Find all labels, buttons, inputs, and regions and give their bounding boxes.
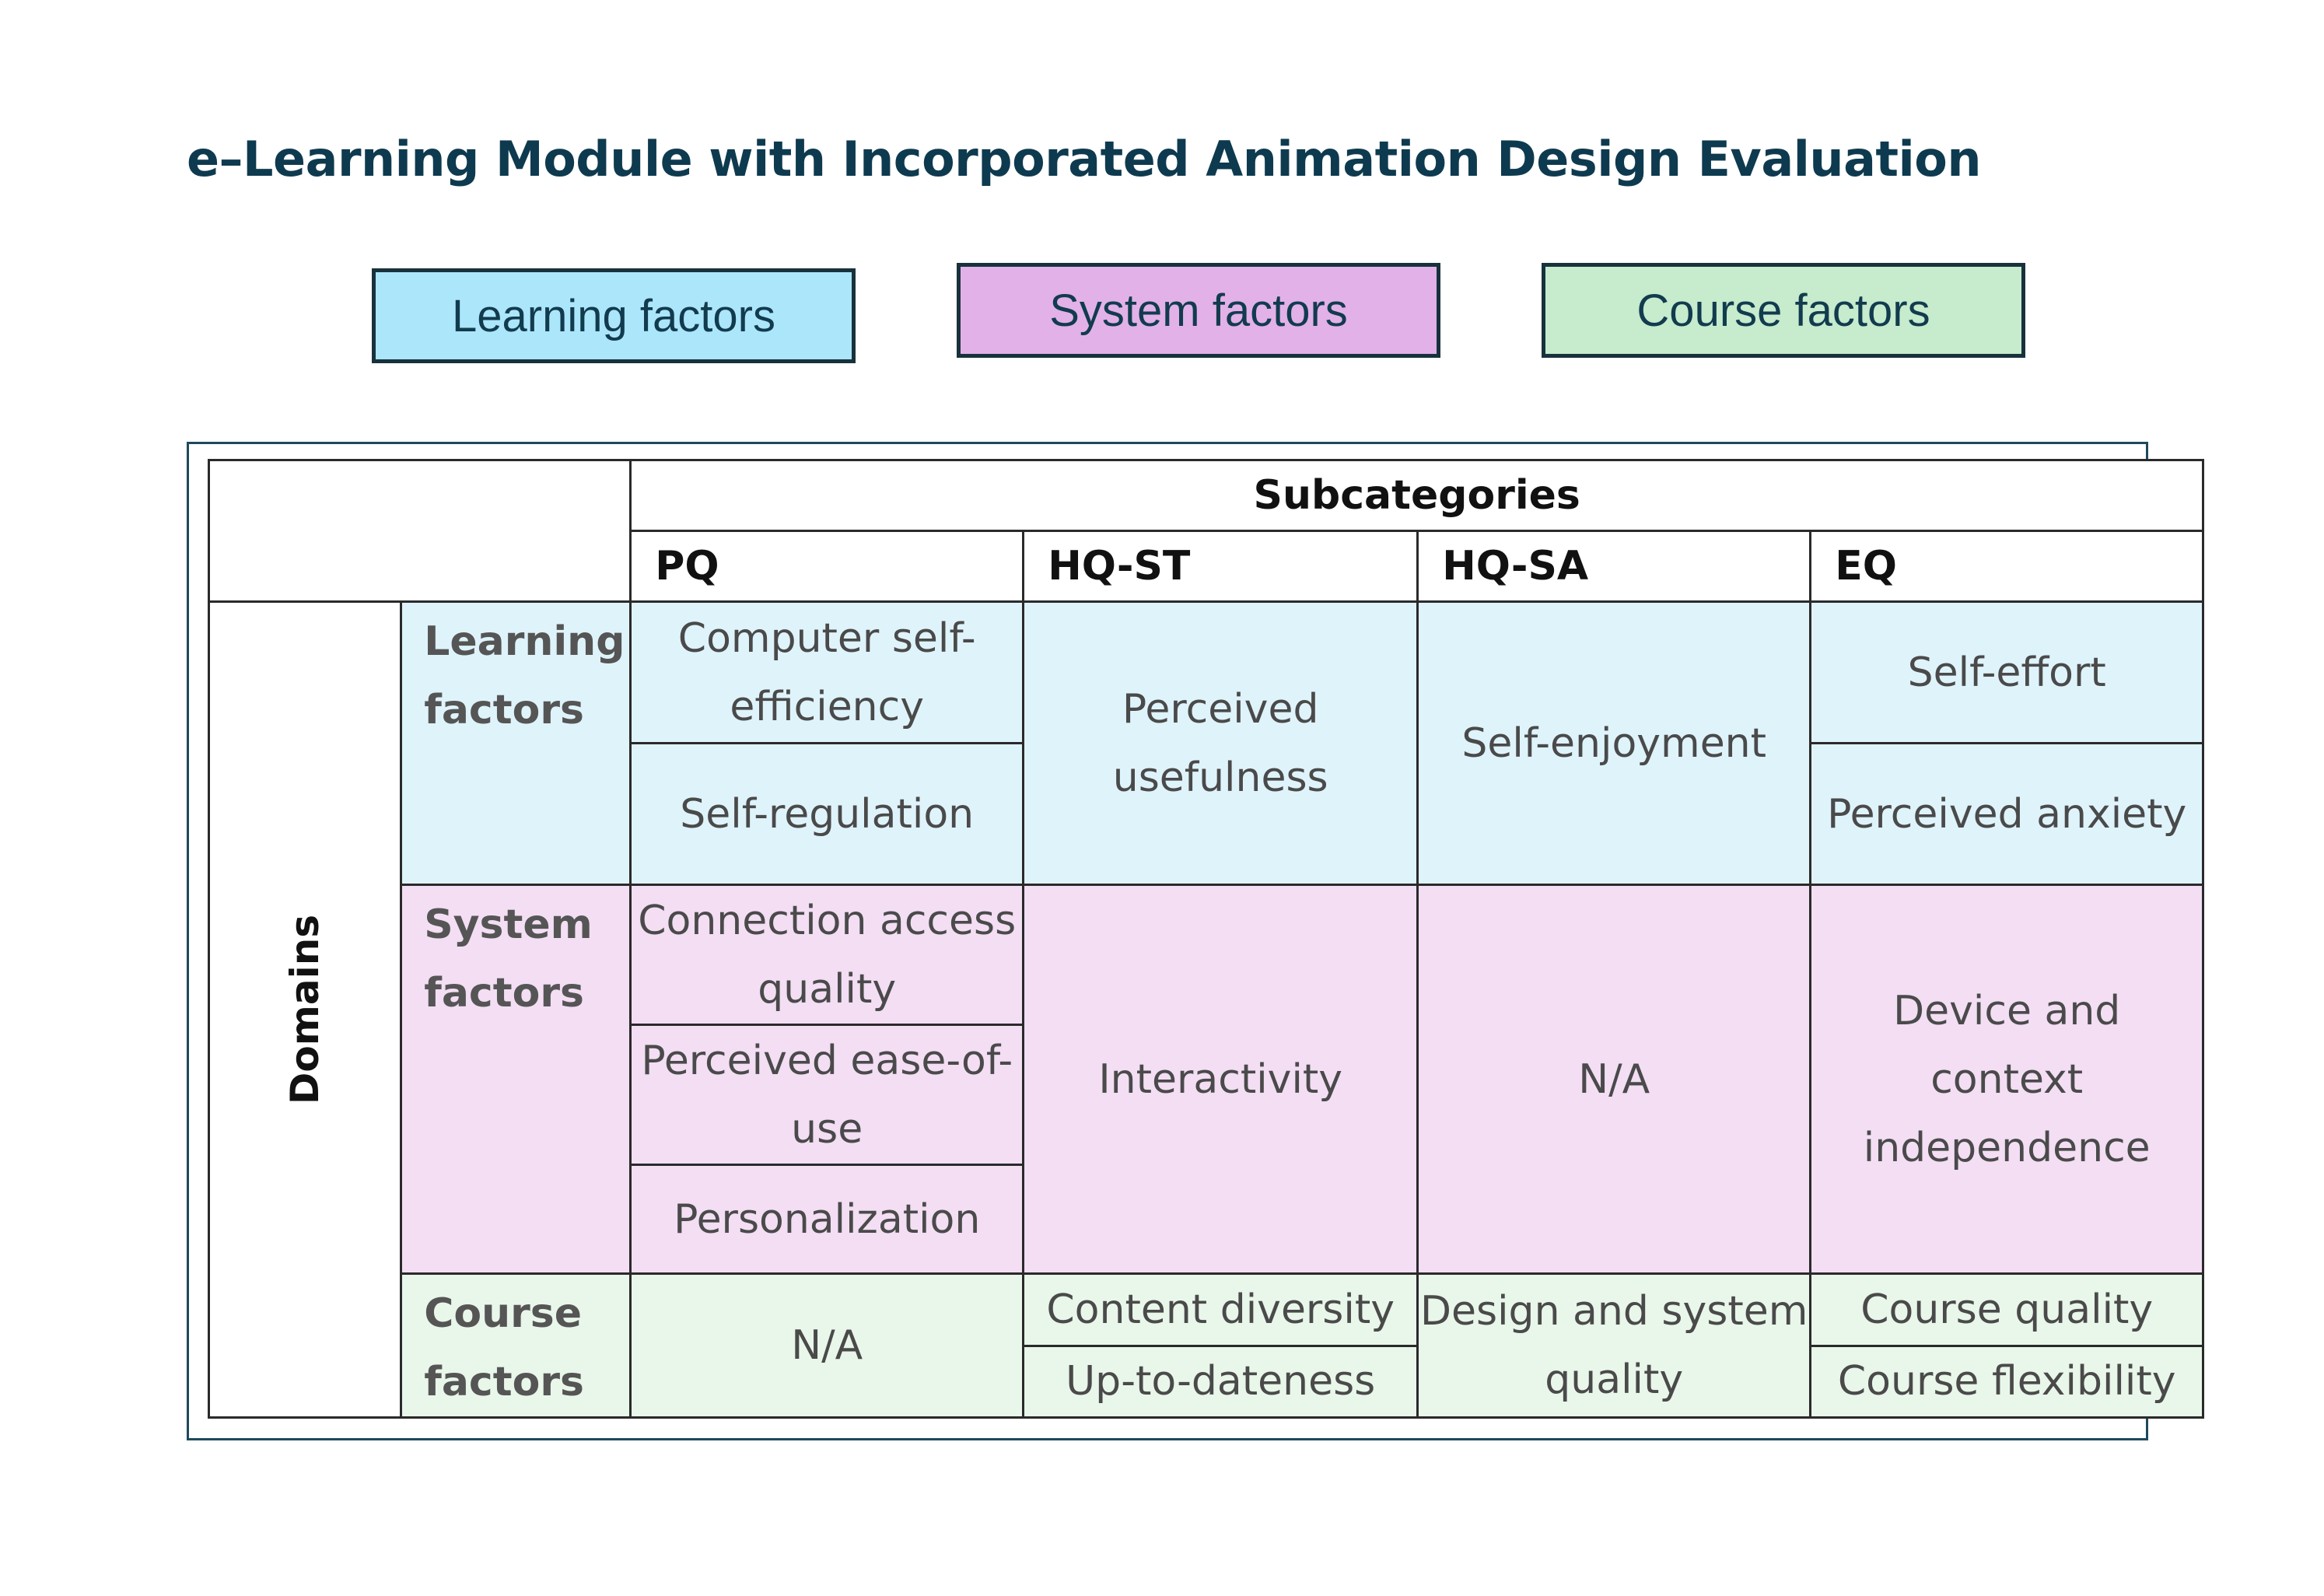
corner-cell (207, 459, 632, 603)
cell-learning-pq-1: Computer self-efficiency (629, 600, 1025, 744)
row-label-course: Course factors (400, 1272, 632, 1419)
cell-system-eq: Device and context independence (1809, 884, 2205, 1275)
cell-system-pq-2: Perceived ease-of-use (629, 1024, 1025, 1166)
cell-system-hq-sa: N/A (1416, 884, 1812, 1275)
cell-system-pq-1: Connection access quality (629, 884, 1025, 1026)
legend-learning-factors: Learning factors (372, 268, 856, 363)
cell-course-hq-st-2: Up-to-dateness (1022, 1344, 1419, 1419)
legend-course-factors: Course factors (1542, 263, 2025, 358)
cell-learning-eq-2: Perceived anxiety (1809, 742, 2205, 886)
column-header-pq: PQ (629, 530, 1025, 603)
page-title: e–Learning Module with Incorporated Anim… (187, 131, 1982, 187)
cell-course-eq-1: Course quality (1809, 1272, 2205, 1347)
evaluation-table: Subcategories PQ HQ-ST HQ-SA EQ Domains … (207, 459, 2205, 1419)
subcategories-header: Subcategories (629, 459, 2205, 532)
cell-course-pq: N/A (629, 1272, 1025, 1419)
row-label-learning: Learning factors (400, 600, 632, 886)
domains-label: Domains (282, 914, 328, 1105)
cell-course-hq-st-1: Content diversity (1022, 1272, 1419, 1347)
cell-system-pq-3: Personalization (629, 1164, 1025, 1275)
legend-system-factors: System factors (957, 263, 1440, 358)
row-label-system: System factors (400, 884, 632, 1275)
column-header-hq-st: HQ-ST (1022, 530, 1419, 603)
cell-system-hq-st: Interactivity (1022, 884, 1419, 1275)
cell-learning-hq-sa: Self-enjoyment (1416, 600, 1812, 886)
column-header-eq: EQ (1809, 530, 2205, 603)
cell-learning-eq-1: Self-effort (1809, 600, 2205, 744)
cell-learning-pq-2: Self-regulation (629, 742, 1025, 886)
cell-course-hq-sa: Design and system quality (1416, 1272, 1812, 1419)
cell-course-eq-2: Course flexibility (1809, 1344, 2205, 1419)
column-header-hq-sa: HQ-SA (1416, 530, 1812, 603)
domains-header: Domains (207, 600, 403, 1419)
cell-learning-hq-st: Perceived usefulness (1022, 600, 1419, 886)
